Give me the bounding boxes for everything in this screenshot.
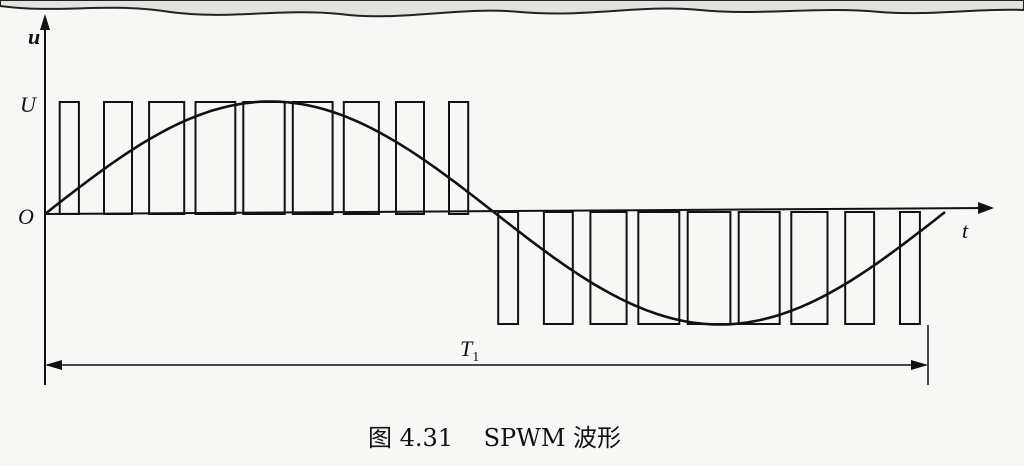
negative-pulse — [899, 211, 921, 325]
negative-pulse — [542, 211, 574, 325]
y-axis-arrow — [40, 14, 50, 30]
positive-pulse — [194, 101, 237, 215]
period-label-base: T — [460, 336, 474, 361]
y-axis-label: u — [28, 24, 40, 49]
positive-pulse — [291, 101, 334, 215]
negative-pulse — [844, 211, 876, 325]
origin-label: O — [18, 204, 34, 229]
period-label-sub: 1 — [472, 350, 479, 365]
figure-caption: 图 4.31 SPWM 波形 — [368, 424, 621, 452]
period-arrow-left — [45, 360, 62, 370]
x-axis-label: t — [962, 218, 969, 243]
spwm-pulse-train — [58, 101, 921, 325]
positive-pulse — [448, 101, 470, 215]
sine-reference-curve — [44, 100, 946, 326]
positive-pulse — [148, 101, 186, 215]
x-axis-arrow — [978, 202, 994, 214]
negative-pulse — [637, 211, 681, 325]
torn-edge-top — [0, 0, 1024, 18]
positive-pulse — [395, 101, 425, 215]
negative-pulse — [737, 211, 781, 325]
negative-pulse — [589, 211, 628, 325]
positive-pulse — [58, 101, 80, 215]
negative-pulse — [686, 211, 732, 325]
negative-pulse — [497, 211, 520, 325]
positive-pulse — [103, 101, 133, 215]
period-label: T1 — [460, 336, 479, 365]
positive-pulse — [342, 101, 380, 215]
period-arrow-right — [911, 360, 928, 370]
amplitude-label: U — [20, 92, 38, 117]
negative-pulse — [790, 211, 829, 325]
positive-pulse — [242, 101, 286, 215]
